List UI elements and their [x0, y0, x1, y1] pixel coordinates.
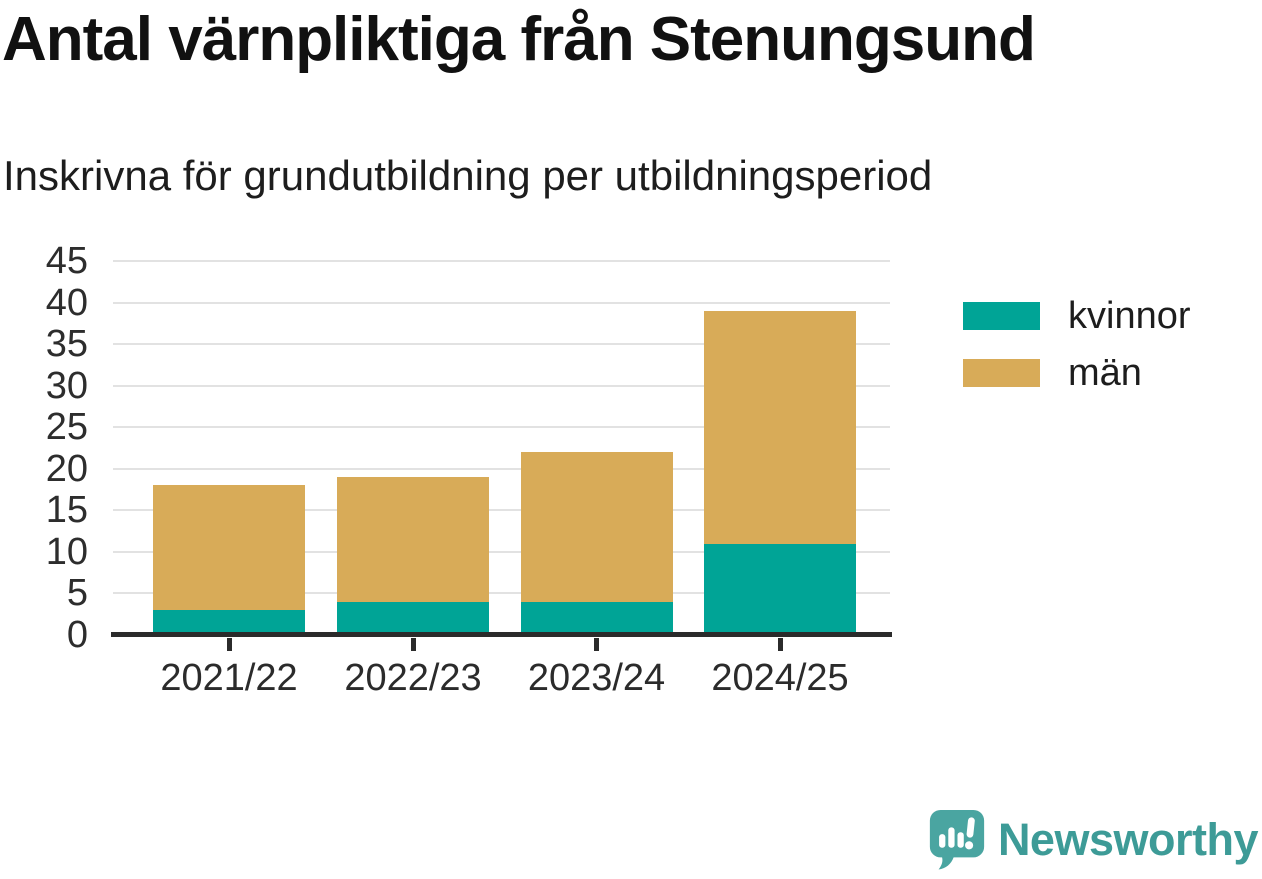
x-tick [226, 638, 232, 651]
newsworthy-logo-icon [929, 809, 985, 870]
y-tick-label: 20 [45, 447, 88, 490]
y-tick-label: 35 [45, 323, 88, 366]
branding-name: Newsworthy [997, 813, 1259, 865]
x-tick-label: 2024/25 [711, 657, 849, 699]
chart-title: Antal värnpliktiga från Stenungsund [2, 5, 1036, 74]
bar-segment-kvinnor-2024/25 [704, 543, 856, 635]
gridline [113, 260, 890, 262]
x-tick [594, 638, 599, 651]
bar-segment-män-2024/25 [704, 310, 856, 544]
bar-segment-män-2021/22 [153, 485, 305, 611]
legend: kvinnor män [963, 297, 1191, 392]
gridline [113, 384, 890, 387]
y-tick-label: 45 [45, 240, 88, 282]
x-tick [777, 638, 783, 651]
bar-segment-kvinnor-2021/22 [153, 610, 305, 635]
legend-swatch-kvinnor [963, 302, 1040, 330]
legend-item-män: män [963, 354, 1191, 392]
legend-swatch-män [963, 359, 1040, 387]
y-axis-labels: 0 5 10 15 20 25 30 35 40 45 [0, 242, 88, 654]
y-tick-label: 5 [66, 572, 88, 615]
legend-label: män [1068, 352, 1142, 394]
y-tick-label: 10 [45, 530, 88, 573]
x-axis-line [111, 632, 892, 637]
plot-area: 2021/22 2022/23 2023/24 2024/25 [111, 260, 892, 697]
gridline [113, 592, 890, 595]
gridline [113, 301, 890, 304]
x-tick [410, 638, 416, 651]
x-tick-label: 2022/23 [344, 657, 482, 699]
gridline [113, 509, 890, 512]
legend-label: kvinnor [1068, 295, 1191, 337]
legend-item-kvinnor: kvinnor [963, 297, 1191, 335]
x-tick-label: 2023/24 [527, 657, 666, 699]
y-tick-label: 0 [66, 614, 88, 656]
gridline [113, 550, 890, 553]
y-tick-label: 15 [45, 489, 88, 532]
y-tick-label: 25 [45, 406, 88, 449]
bar-segment-kvinnor-2023/24 [520, 601, 673, 635]
chart-subtitle: Inskrivna för grundutbildning per utbild… [3, 152, 933, 199]
y-tick-label: 30 [45, 364, 88, 407]
y-tick-label: 40 [45, 281, 88, 324]
gridline [113, 426, 890, 429]
bar-segment-kvinnor-2022/23 [337, 601, 489, 635]
branding: Newsworthy [926, 807, 1259, 871]
gridline [113, 467, 890, 470]
bar-segment-män-2022/23 [337, 477, 489, 602]
bar-segment-män-2023/24 [520, 452, 673, 602]
x-tick-label: 2021/22 [160, 657, 298, 699]
gridline [113, 343, 890, 346]
